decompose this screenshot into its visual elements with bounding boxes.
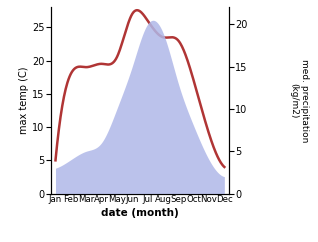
Y-axis label: max temp (C): max temp (C) <box>19 67 29 134</box>
X-axis label: date (month): date (month) <box>101 208 179 218</box>
Y-axis label: med. precipitation
(kg/m2): med. precipitation (kg/m2) <box>289 59 309 142</box>
